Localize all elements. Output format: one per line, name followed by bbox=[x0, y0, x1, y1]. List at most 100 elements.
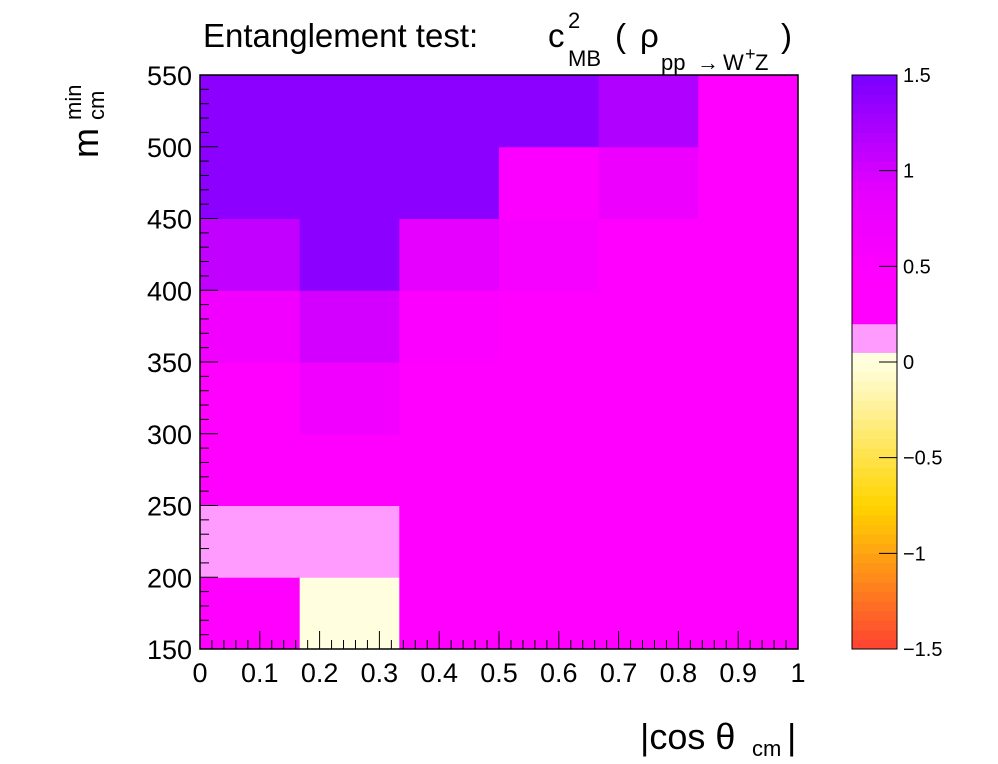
y-axis-title-sub: cm bbox=[84, 91, 109, 120]
colorbar-segment bbox=[852, 486, 897, 497]
title-symbol: c bbox=[548, 17, 565, 54]
heatmap-cell bbox=[200, 290, 301, 363]
colorbar-segment bbox=[852, 333, 897, 344]
colorbar-segment bbox=[852, 562, 897, 573]
heatmap-cell bbox=[698, 218, 799, 291]
colorbar-segment bbox=[852, 639, 897, 650]
heatmap-cell bbox=[499, 433, 600, 506]
heatmap-cell bbox=[598, 505, 699, 578]
colorbar-segment bbox=[852, 457, 897, 468]
colorbar-segment bbox=[852, 610, 897, 621]
colorbar-segment bbox=[852, 419, 897, 430]
heatmap-cell bbox=[698, 505, 799, 578]
colorbar-segment bbox=[852, 141, 897, 153]
colorbar-segment bbox=[852, 629, 897, 640]
colorbar-segment bbox=[852, 323, 897, 334]
colorbar-segment bbox=[852, 75, 897, 86]
heatmap-cell bbox=[399, 505, 500, 578]
heatmap-cell bbox=[399, 75, 500, 148]
colorbar-segment bbox=[852, 295, 897, 306]
title-symbol-sub: MB bbox=[568, 46, 601, 71]
heatmap-cell bbox=[499, 505, 600, 578]
colorbar-segment bbox=[852, 381, 897, 392]
x-tick-label: 0.3 bbox=[361, 658, 399, 688]
y-tick-label: 400 bbox=[147, 276, 192, 306]
title-rho-sub-z: Z bbox=[755, 50, 768, 75]
heatmap-cell bbox=[698, 433, 799, 506]
colorbar-segment bbox=[852, 400, 897, 411]
colorbar-segment bbox=[852, 256, 897, 267]
heatmap-cell bbox=[299, 146, 400, 219]
colorbar-segment bbox=[852, 180, 897, 191]
heatmap-cell bbox=[499, 362, 600, 435]
x-tick-label: 0.9 bbox=[719, 658, 757, 688]
title-rho: ρ bbox=[640, 17, 659, 54]
colorbar-segment bbox=[852, 132, 897, 143]
heatmap-cell bbox=[200, 433, 301, 506]
heatmap-cell bbox=[399, 362, 500, 435]
colorbar-segment bbox=[852, 228, 897, 239]
colorbar-segment bbox=[852, 620, 897, 631]
y-tick-label: 500 bbox=[147, 133, 192, 163]
y-tick-label: 250 bbox=[147, 492, 192, 522]
heatmap-cell bbox=[698, 146, 799, 219]
colorbar-segment bbox=[852, 438, 897, 449]
heatmap-cell bbox=[499, 146, 600, 219]
colorbar-segment bbox=[852, 448, 897, 459]
title-paren-open: ( bbox=[615, 17, 626, 54]
heatmap-cell bbox=[299, 290, 400, 363]
colorbar-segment bbox=[852, 543, 897, 554]
title-paren-close: ) bbox=[781, 17, 792, 54]
y-tick-label: 300 bbox=[147, 420, 192, 450]
colorbar-segment bbox=[852, 553, 897, 564]
title-rho-sub-arrow: → bbox=[697, 50, 719, 75]
colorbar-segment bbox=[852, 362, 897, 373]
heatmap-cell bbox=[598, 146, 699, 219]
x-tick-label: 1 bbox=[790, 658, 805, 688]
heatmap-cell bbox=[399, 218, 500, 291]
heatmap-cell bbox=[698, 362, 799, 435]
colorbar-tick-label: 1 bbox=[903, 161, 914, 183]
colorbar-segment bbox=[852, 467, 897, 478]
colorbar-segment bbox=[852, 601, 897, 612]
colorbar-segment bbox=[852, 352, 897, 363]
heatmap-cell bbox=[399, 433, 500, 506]
colorbar-segment bbox=[852, 122, 897, 133]
x-tick-label: 0.7 bbox=[600, 658, 638, 688]
chart-title: Entanglement test: c 2 MB ( ρ pp → W + Z… bbox=[203, 8, 792, 75]
colorbar-tick-label: −0.5 bbox=[903, 448, 942, 470]
colorbar-segment bbox=[852, 428, 897, 440]
colorbar-segment bbox=[852, 199, 897, 210]
colorbar-segment bbox=[852, 218, 897, 229]
colorbar-segment bbox=[852, 113, 897, 124]
colorbar-segment bbox=[852, 94, 897, 105]
x-axis-title-sub: cm bbox=[752, 736, 781, 761]
x-tick-label: 0.8 bbox=[660, 658, 698, 688]
colorbar-segment bbox=[852, 103, 897, 114]
title-main: Entanglement test: bbox=[203, 17, 478, 54]
colorbar-segment bbox=[852, 582, 897, 593]
colorbar-segment bbox=[852, 371, 897, 382]
heatmap-cell bbox=[698, 577, 799, 650]
colorbar-segment bbox=[852, 266, 897, 277]
y-axis: 150 200 250 300 350 400 450 500 550 bbox=[147, 61, 218, 665]
colorbar-segment bbox=[852, 572, 897, 583]
heatmap-cell bbox=[299, 433, 400, 506]
heatmap-cell bbox=[200, 218, 301, 291]
colorbar-tick-label: 0.5 bbox=[903, 256, 931, 278]
y-axis-title-sup: min bbox=[61, 85, 86, 120]
heatmap-cell bbox=[299, 362, 400, 435]
heatmap-cell bbox=[200, 146, 301, 219]
x-axis-title-left: |cos θ bbox=[640, 716, 735, 757]
colorbar-segment bbox=[852, 151, 897, 162]
y-tick-label: 450 bbox=[147, 205, 192, 235]
heatmap-cell bbox=[399, 146, 500, 219]
y-tick-label: 350 bbox=[147, 348, 192, 378]
x-axis: 0 0.1 0.2 0.3 0.4 0.5 0.6 0.7 0.8 0.9 1 bbox=[192, 631, 806, 688]
colorbar-segment bbox=[852, 591, 897, 602]
title-rho-sub-pp: pp bbox=[661, 50, 685, 75]
x-tick-label: 0 bbox=[192, 658, 207, 688]
colorbar-tick-label: 1.5 bbox=[903, 65, 931, 87]
colorbar-segment bbox=[852, 161, 897, 172]
